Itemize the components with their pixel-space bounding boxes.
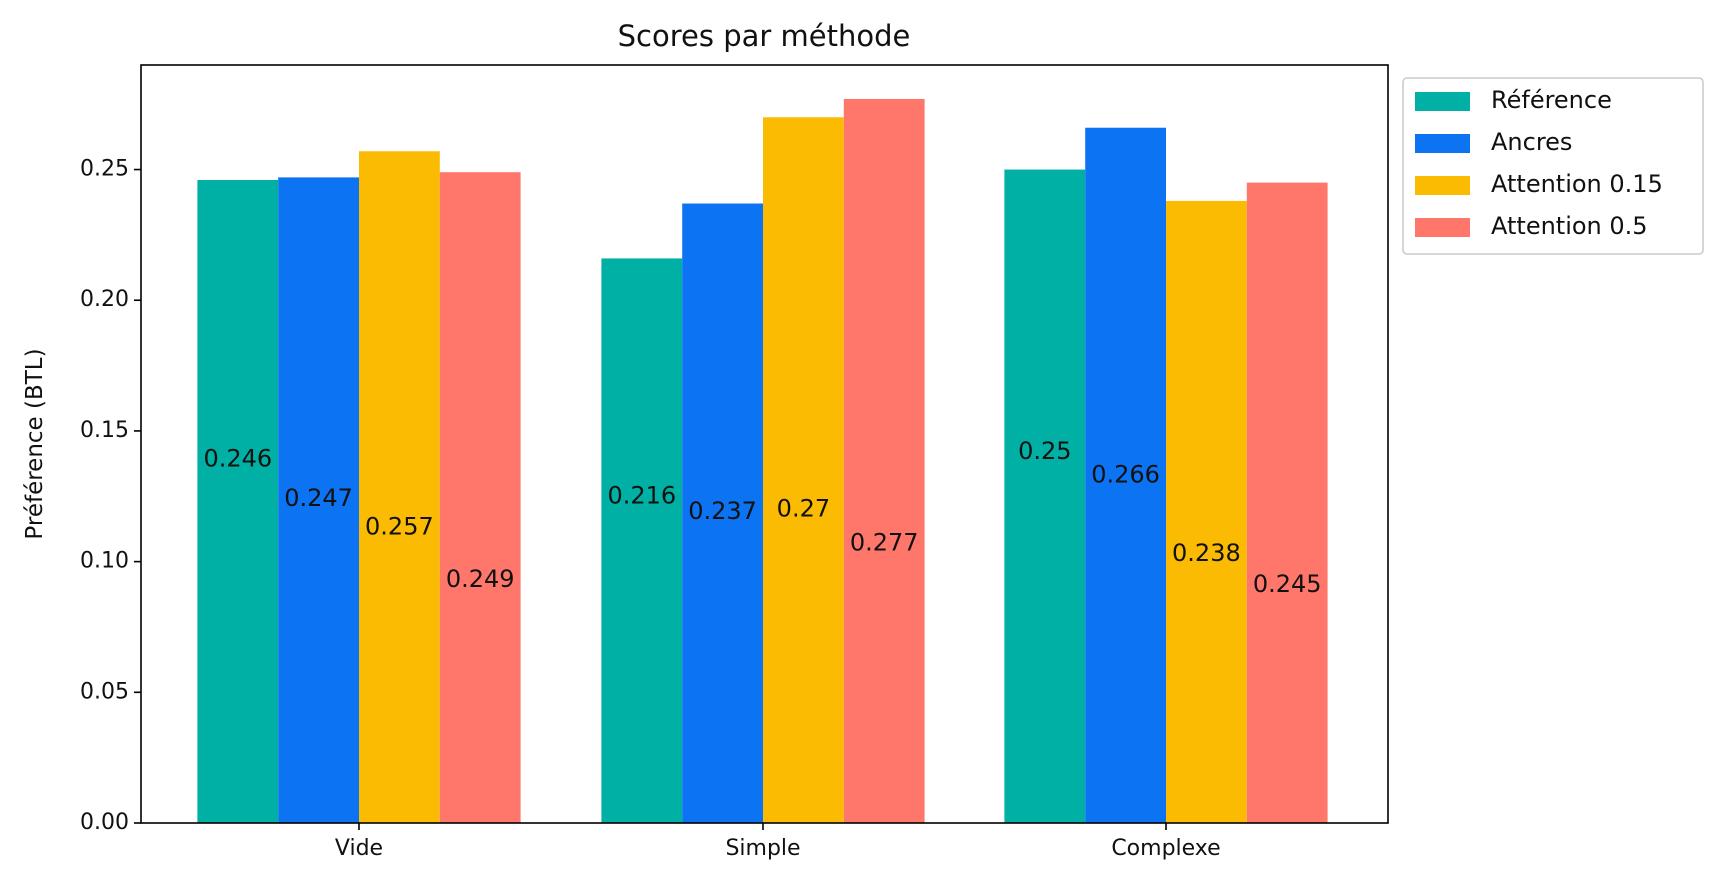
chart-title: Scores par méthode [618,19,911,53]
y-tick-label: 0.10 [80,549,129,574]
data-label-reference-simple: 0.216 [607,481,676,509]
bar-ancres-simple [682,203,763,823]
data-label-reference-complexe: 0.25 [1018,437,1071,465]
y-tick-label: 0.05 [80,679,129,704]
bar-reference-complexe [1004,169,1086,824]
legend-swatch-reference [1415,92,1470,111]
data-label-attention-0-15-vide: 0.257 [365,513,434,541]
x-tick-label-simple: Simple [725,836,800,861]
legend-label-attention-0-5: Attention 0.5 [1491,212,1648,240]
x-axis: Vide Simple Complexe [335,823,1221,861]
bar-reference-vide [197,180,279,823]
data-label-reference-vide: 0.246 [203,445,272,473]
data-label-attention-0-5-vide: 0.249 [446,565,515,593]
data-label-attention-0-5-complexe: 0.245 [1253,570,1322,598]
legend-label-reference: Référence [1491,86,1612,114]
data-label-ancres-vide: 0.247 [284,484,353,512]
data-label-ancres-simple: 0.237 [688,497,757,525]
legend-frame [1402,77,1704,255]
y-tick-label: 0.20 [80,287,129,312]
data-label-ancres-complexe: 0.266 [1091,460,1160,488]
bar-reference-simple [601,258,683,823]
x-tick-label-complexe: Complexe [1111,836,1220,861]
legend-label-attention-0-15: Attention 0.15 [1491,170,1663,198]
bar-attention-0-15-vide [359,151,440,823]
y-tick-label: 0.15 [80,418,129,443]
y-tick-label: 0.00 [80,810,129,835]
bar-attention-0-15-complexe [1166,200,1247,824]
bar-attention-0-5-vide [439,172,521,824]
data-labels-layer: 0.246 0.216 0.25 0.247 0.237 0.266 0.257 0.27 0.… [203,437,1321,598]
x-tick-label-vide: Vide [335,836,383,861]
legend-label-ancres: Ancres [1491,128,1572,156]
legend-swatch-attention-0-15 [1415,176,1470,195]
legend: Référence Ancres Attention 0.15 Attention 0… [1402,77,1704,255]
y-axis: 0.00 0.05 0.10 0.15 0.20 0.25 [80,157,141,835]
y-axis-label: Préférence (BTL) [22,348,48,539]
bar-attention-0-5-complexe [1246,182,1328,823]
bar-ancres-vide [278,177,359,823]
data-label-attention-0-5-simple: 0.277 [850,528,919,556]
legend-swatch-ancres [1415,134,1470,153]
bar-attention-0-5-simple [843,98,925,824]
bar-attention-0-15-simple [763,117,844,823]
bars-layer [197,98,1328,824]
legend-swatch-attention-0-5 [1415,218,1470,237]
data-label-attention-0-15-simple: 0.27 [777,494,830,522]
bar-ancres-complexe [1085,127,1166,824]
plot-area-frame [140,64,1389,824]
y-tick-label: 0.25 [80,157,129,182]
data-label-attention-0-15-complexe: 0.238 [1172,539,1241,567]
